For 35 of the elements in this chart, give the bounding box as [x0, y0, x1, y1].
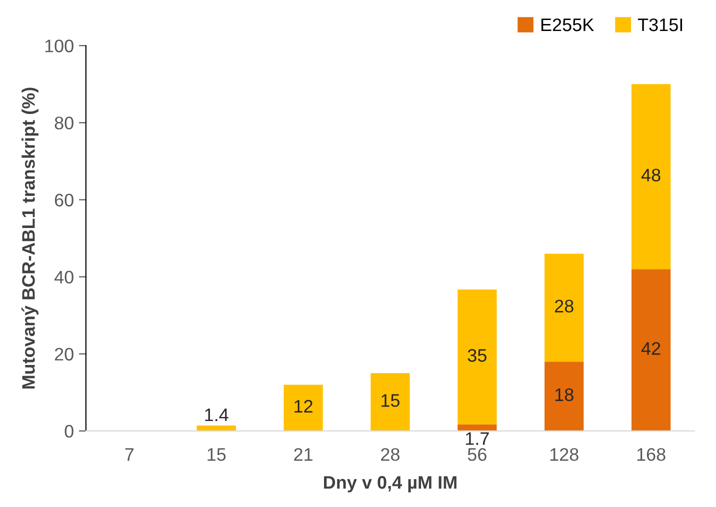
- x-tick-label: 21: [294, 448, 312, 461]
- x-tick-label: 7: [125, 448, 134, 461]
- legend-label: E255K: [541, 18, 594, 32]
- x-tick-label: 15: [208, 448, 226, 461]
- bar: [544, 362, 584, 431]
- bar: [631, 84, 671, 270]
- bar: [544, 254, 584, 362]
- data-label: 1.7: [466, 432, 489, 445]
- x-tick-label: 128: [550, 448, 578, 461]
- x-tick-label: 56: [468, 448, 486, 461]
- data-label: 18: [555, 388, 574, 402]
- data-label: 1.4: [205, 408, 228, 422]
- x-tick-label: 168: [637, 448, 666, 461]
- y-axis-title: Mutovaný BCR-ABL1 transkript (%): [21, 88, 38, 389]
- data-label: 28: [554, 300, 574, 312]
- bar: [458, 290, 497, 424]
- data-label: 42: [641, 342, 660, 355]
- bar: [631, 269, 671, 431]
- y-tick-label: 40: [54, 270, 74, 284]
- bar: [284, 384, 323, 431]
- x-tick-label: 28: [381, 448, 400, 461]
- bar: [458, 424, 497, 431]
- x-axis-title: Dny v 0,4 µM IM: [324, 476, 456, 492]
- data-label: 15: [382, 394, 400, 407]
- data-label: 35: [468, 349, 486, 362]
- y-tick-label: 0: [64, 424, 74, 438]
- legend-label: T315I: [638, 18, 682, 32]
- y-tick-label: 20: [54, 348, 74, 361]
- y-tick-label: 100: [45, 40, 74, 52]
- y-tick-label: 80: [54, 116, 74, 130]
- bar: [196, 426, 236, 431]
- bar: [370, 373, 410, 431]
- data-label: 48: [641, 168, 660, 182]
- data-label: 12: [294, 400, 312, 412]
- y-tick-label: 60: [54, 194, 74, 206]
